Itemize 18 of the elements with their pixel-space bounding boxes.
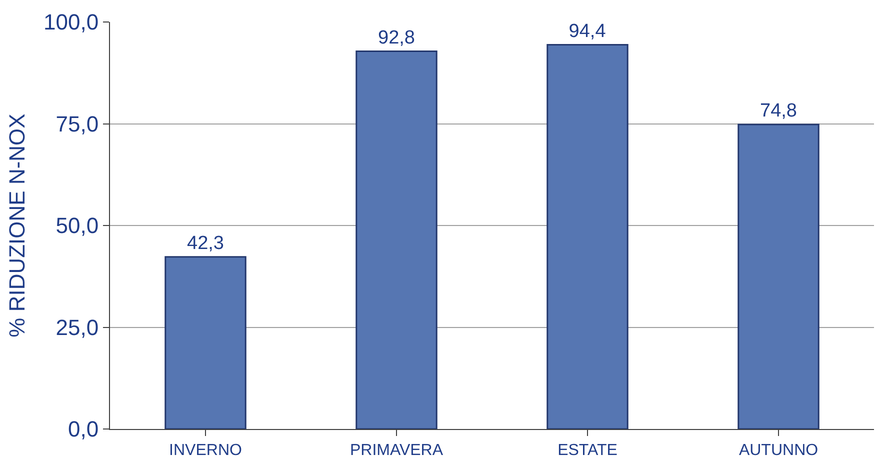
x-tick-label: ESTATE bbox=[558, 442, 618, 460]
y-axis-title: % RIDUZIONE N-NOX bbox=[4, 113, 30, 338]
y-tick-label: 25,0 bbox=[56, 314, 99, 340]
x-tick-label: PRIMAVERA bbox=[350, 442, 444, 460]
y-tick-label: 100,0 bbox=[44, 10, 99, 35]
y-tick-label: 75,0 bbox=[56, 111, 99, 136]
data-label: 92,8 bbox=[378, 27, 415, 48]
data-label: 94,4 bbox=[568, 20, 606, 42]
bar bbox=[738, 124, 820, 429]
bar bbox=[356, 50, 438, 429]
data-label: 74,8 bbox=[760, 100, 797, 122]
data-label: 42,3 bbox=[187, 232, 224, 254]
x-tick-label: AUTUNNO bbox=[738, 442, 818, 460]
bar bbox=[164, 256, 246, 429]
bar bbox=[546, 44, 628, 429]
y-tick-label: 50,0 bbox=[56, 213, 99, 238]
x-tick-label: INVERNO bbox=[169, 442, 242, 460]
y-tick-label: 0,0 bbox=[68, 416, 99, 442]
